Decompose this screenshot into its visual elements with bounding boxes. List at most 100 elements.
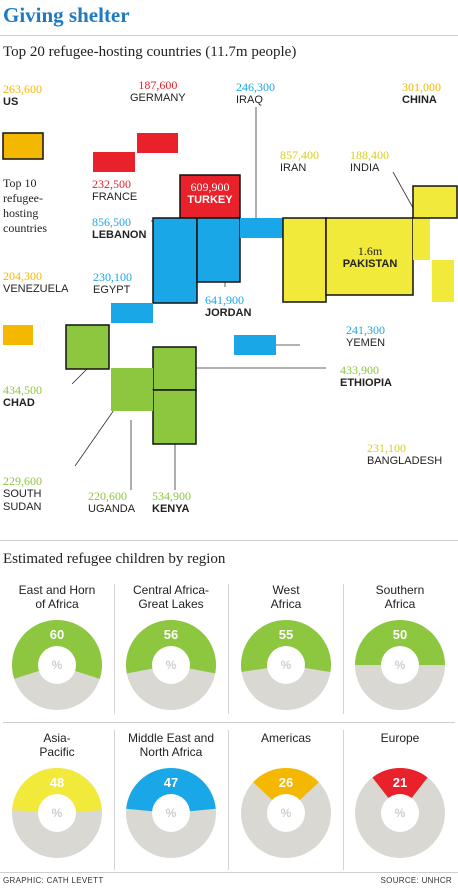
- donut-europe: Europe % 21: [343, 728, 457, 868]
- donut-chart: % 47: [126, 768, 216, 858]
- donut-chart: % 56: [126, 620, 216, 710]
- label-china: 301,000 CHINA: [402, 80, 441, 107]
- donut-region-label: Asia- Pacific: [39, 731, 75, 759]
- donut-unit-label: %: [281, 658, 292, 672]
- label-germany: 187,600 GERMANY: [130, 78, 186, 105]
- donut-value-slice: [355, 620, 445, 665]
- donut-value-slice: [12, 767, 102, 813]
- footer-divider: [0, 872, 458, 873]
- donut-unit-label: %: [281, 806, 292, 820]
- country-turkey: [179, 174, 241, 219]
- donut-west-africa: West Africa% 55: [229, 580, 343, 720]
- country-germany: [137, 133, 178, 153]
- column-divider: [343, 584, 344, 714]
- donut-value-label: 26: [279, 775, 293, 790]
- label-us: 263,600 US: [3, 82, 42, 109]
- donut-hole: [38, 794, 76, 832]
- label-kenya: 534,900 KENYA: [152, 489, 191, 516]
- label-iraq: 246,300 IRAQ: [236, 80, 275, 107]
- label-jordan: 641,900 JORDAN: [205, 293, 252, 320]
- country-france: [93, 152, 135, 172]
- country-iran: [282, 217, 327, 303]
- donut-region-label: Americas: [260, 731, 311, 745]
- label-south-sudan: 229,600 SOUTH SUDAN: [3, 474, 42, 514]
- donut-unit-label: %: [166, 806, 177, 820]
- country-jordan: [196, 217, 241, 283]
- donut-region-label: East and Horn of Africa: [18, 583, 96, 611]
- column-divider: [228, 730, 229, 870]
- label-uganda: 220,600 UGANDA: [88, 489, 136, 516]
- label-yemen: 241,300 YEMEN: [346, 323, 386, 350]
- donut-chart: % 60: [12, 620, 103, 710]
- donut-row-divider: [3, 722, 455, 723]
- label-bangladesh: 231,100 BANGLADESH: [367, 441, 443, 468]
- country-bangladesh: [432, 260, 454, 302]
- donut-hole: [381, 794, 419, 832]
- donut-unit-label: %: [52, 658, 63, 672]
- donut-region-label: West Africa: [270, 583, 302, 611]
- donut-chart: % 48: [12, 767, 102, 858]
- donut-central-africa-great-lakes: Central Africa- Great Lakes% 56: [114, 580, 228, 720]
- graphic-credit: GRAPHIC: CATH LEVETT: [3, 876, 104, 885]
- donut-value-label: 21: [393, 775, 407, 790]
- country-ethiopia: [152, 346, 197, 391]
- donut-value-label: 56: [164, 627, 178, 642]
- donut-hole: [152, 794, 190, 832]
- donut-asia-pacific: Asia- Pacific% 48: [0, 728, 114, 868]
- label-pakistan: 1.6m PAKISTAN: [342, 244, 398, 271]
- donut-value-slice: [253, 768, 319, 813]
- donut-middle-east-and-north-africa: Middle East and North Africa% 47: [114, 728, 228, 868]
- donut-east-and-horn-of-africa: East and Horn of Africa% 60: [0, 580, 114, 720]
- country-india: [413, 218, 430, 260]
- donut-value-slice: [372, 768, 428, 813]
- label-turkey: 609,900 TURKEY: [187, 180, 233, 207]
- label-chad: 434,500 CHAD: [3, 383, 42, 410]
- country-china: [412, 185, 458, 219]
- donut-unit-label: %: [166, 658, 177, 672]
- country-kenya: [152, 389, 197, 445]
- donut-value-label: 60: [50, 627, 64, 642]
- column-divider: [114, 730, 115, 870]
- country-chad: [65, 324, 110, 370]
- column-divider: [228, 584, 229, 714]
- donut-unit-label: %: [52, 806, 63, 820]
- label-india: 188,400 INDIA: [350, 148, 389, 175]
- donut-value-label: 48: [50, 775, 64, 790]
- donut-value-label: 47: [164, 775, 178, 790]
- donut-hole: [38, 646, 76, 684]
- donut-hole: [381, 646, 419, 684]
- donut-hole: [152, 646, 190, 684]
- donut-hole: [267, 794, 305, 832]
- map-subtitle: Top 20 refugee-hosting countries (11.7m …: [3, 44, 297, 60]
- label-ethiopia: 433,900 ETHIOPIA: [340, 363, 392, 390]
- column-divider: [343, 730, 344, 870]
- donut-unit-label: %: [395, 658, 406, 672]
- donut-southern-africa: Southern Africa% 50: [343, 580, 457, 720]
- donut-chart: % 26: [241, 768, 331, 858]
- title-divider: [0, 35, 458, 36]
- country-venezuela: [3, 325, 33, 345]
- label-iran: 857,400 IRAN: [280, 148, 319, 175]
- country-lebanon: [152, 217, 198, 304]
- label-lebanon: 856,500 LEBANON: [92, 215, 147, 242]
- legend-swatch: [2, 132, 44, 160]
- donut-region-label: Europe: [380, 731, 420, 745]
- donut-americas: Americas% 26: [229, 728, 343, 868]
- country-yemen: [234, 335, 276, 355]
- donut-value-label: 50: [393, 627, 407, 642]
- source-credit: SOURCE: UNHCR: [380, 876, 452, 885]
- column-divider: [114, 584, 115, 714]
- donut-chart: % 55: [241, 620, 331, 710]
- country-iraq: [240, 218, 283, 238]
- country-uganda: [111, 390, 153, 411]
- donut-chart: % 21: [355, 768, 445, 858]
- label-venezuela: 204,300 VENEZUELA: [3, 269, 69, 296]
- donut-value-label: 55: [279, 627, 293, 642]
- country-egypt: [111, 303, 153, 323]
- page-title: Giving shelter: [3, 3, 130, 27]
- label-france: 232,500 FRANCE: [92, 177, 138, 204]
- donut-chart: % 50: [355, 620, 445, 710]
- donut-region-label: Middle East and North Africa: [127, 731, 215, 759]
- donut-section-title: Estimated refugee children by region: [3, 551, 226, 567]
- cartogram: [2, 107, 458, 490]
